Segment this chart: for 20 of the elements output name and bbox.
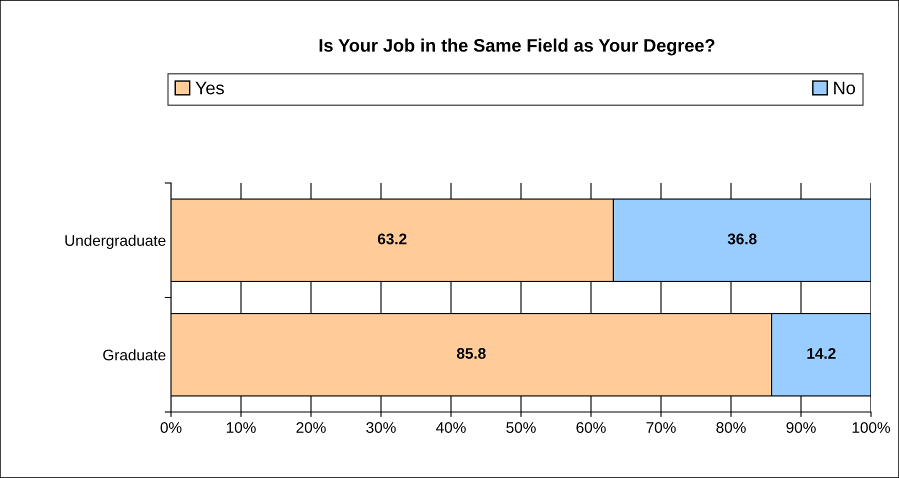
x-tick-label: 60% [576,422,606,433]
x-tick-label: 70% [646,422,676,433]
x-tick-label: 0% [160,422,182,433]
data-label: 63.2 [378,234,406,244]
x-tick-label: 50% [506,422,536,433]
legend-label: Yes [195,82,224,94]
data-label: 85.8 [456,348,486,359]
data-label: 36.8 [728,234,757,244]
chart-title: Is Your Job in the Same Field as Your Degree? [320,38,714,56]
x-tick-label: 80% [716,422,746,433]
x-tick-label: 100% [852,422,890,433]
x-tick-label: 20% [296,422,326,433]
x-tick-label: 40% [436,422,466,433]
y-tick-label: Undergraduate [65,234,166,249]
legend-label: No [834,82,856,94]
x-tick-label: 10% [226,422,256,433]
x-tick-label: 30% [366,422,396,433]
data-label: 14.2 [807,348,836,359]
x-tick-label: 90% [786,422,816,433]
y-tick-label: Graduate [103,349,166,360]
